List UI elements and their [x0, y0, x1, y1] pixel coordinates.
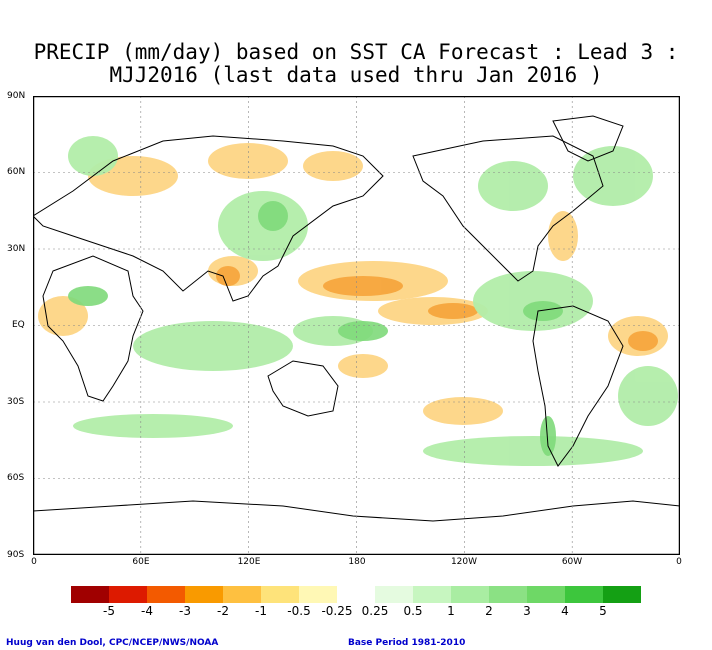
coastlines: [33, 115, 680, 522]
legend-label: 0.5: [403, 604, 423, 618]
legend-label: -3: [179, 604, 191, 618]
legend-swatch: [413, 586, 451, 603]
lon-label-120e: 120E: [237, 557, 261, 567]
lon-label-180: 180: [348, 557, 366, 567]
lon-label-0-east: 0: [676, 557, 682, 567]
lat-label-eq: EQ: [12, 320, 25, 330]
graticule: [33, 96, 680, 555]
legend-swatch: [489, 586, 527, 603]
precip-anomaly-map: [33, 96, 680, 555]
legend-swatch: [299, 586, 337, 603]
legend-swatch: [261, 586, 299, 603]
legend-swatch: [527, 586, 565, 603]
legend-swatch: [375, 586, 413, 603]
legend-swatch: [603, 586, 641, 603]
lat-label-60s: 60S: [7, 473, 25, 483]
legend-label: -0.25: [321, 604, 353, 618]
color-legend-bar: [71, 586, 641, 603]
legend-swatch: [147, 586, 185, 603]
map-title-line2: MJJ2016 (last data used thru Jan 2016 ): [109, 63, 603, 87]
lon-label-120w: 120W: [450, 557, 478, 567]
lat-label-90s: 90S: [7, 550, 25, 560]
base-period-note: Base Period 1981-2010: [348, 638, 466, 648]
legend-swatch: [185, 586, 223, 603]
legend-swatch: [109, 586, 147, 603]
legend-label: 3: [523, 604, 531, 618]
lat-label-90n: 90N: [7, 91, 26, 101]
credit-author: Huug van den Dool, CPC/NCEP/NWS/NOAA: [6, 638, 219, 648]
legend-swatch: [337, 586, 375, 603]
strong-positive-anomaly-layer: [68, 201, 563, 456]
legend-label: -5: [103, 604, 115, 618]
strong-negative-anomaly-layer: [216, 266, 658, 351]
lon-label-0: 0: [31, 557, 37, 567]
legend-label: -2: [217, 604, 229, 618]
legend-swatch: [223, 586, 261, 603]
lat-label-60n: 60N: [7, 167, 26, 177]
legend-label: -4: [141, 604, 153, 618]
legend-swatch: [451, 586, 489, 603]
lat-label-30n: 30N: [7, 244, 26, 254]
legend-swatch: [71, 586, 109, 603]
legend-swatch: [565, 586, 603, 603]
map-title-line1: PRECIP (mm/day) based on SST CA Forecast…: [33, 40, 679, 64]
lon-label-60e: 60E: [132, 557, 150, 567]
legend-label: 2: [485, 604, 493, 618]
legend-label: -0.5: [287, 604, 311, 618]
lon-label-60w: 60W: [561, 557, 583, 567]
legend-label: 1: [447, 604, 455, 618]
legend-label: 5: [599, 604, 607, 618]
legend-label: -1: [255, 604, 267, 618]
lat-label-30s: 30S: [7, 397, 25, 407]
legend-label: 4: [561, 604, 569, 618]
legend-label: 0.25: [361, 604, 389, 618]
